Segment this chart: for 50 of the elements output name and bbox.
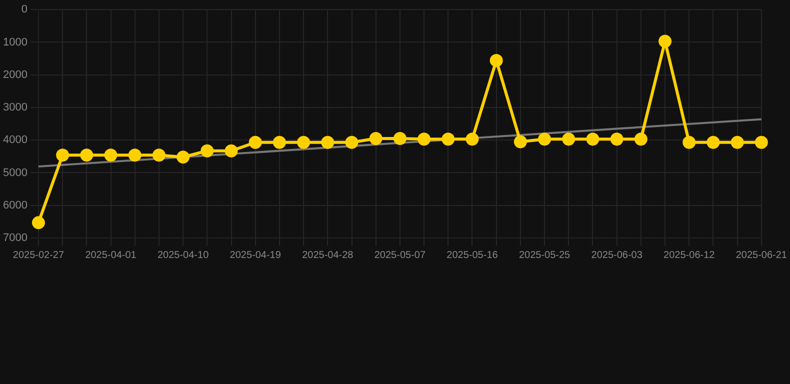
x-tick-label: 2025-04-28 [302, 250, 354, 261]
y-tick-label: 6000 [2, 199, 28, 212]
point [706, 136, 720, 149]
point [658, 34, 672, 48]
point [297, 136, 310, 149]
point [80, 148, 94, 162]
point [272, 136, 286, 149]
point [152, 148, 166, 162]
point [345, 136, 358, 149]
point [730, 136, 744, 149]
x-tick-label: 2025-05-16 [446, 250, 498, 261]
point [224, 144, 238, 158]
point [176, 150, 190, 164]
point [442, 132, 455, 146]
point [128, 148, 142, 162]
point [610, 132, 624, 146]
point [754, 136, 768, 149]
point [562, 132, 576, 146]
y-tick-label: 7000 [2, 232, 28, 244]
point [321, 136, 334, 149]
x-tick-label: 2025-06-03 [591, 250, 643, 261]
y-tick-label: 4000 [2, 134, 28, 146]
point [32, 216, 45, 230]
point [586, 132, 600, 146]
x-tick-label: 2025-02-27 [12, 250, 64, 261]
x-tick-label: 2025-05-07 [374, 250, 426, 261]
point [393, 132, 406, 145]
point [682, 136, 696, 149]
point [514, 135, 527, 148]
x-tick-label: 2025-04-10 [157, 250, 210, 261]
x-tick-label: 2025-04-19 [230, 250, 282, 261]
point [538, 132, 552, 146]
point [56, 148, 70, 162]
y-tick-label: 0 [21, 4, 28, 16]
y-tick-label: 3000 [2, 102, 28, 114]
point [369, 132, 382, 145]
point [634, 132, 648, 146]
y-tick-label: 1000 [2, 36, 28, 48]
x-tick-label: 2025-04-01 [85, 250, 137, 261]
point [104, 148, 118, 162]
y-tick-label: 5000 [2, 166, 28, 179]
x-tick-label: 2025-06-21 [736, 250, 788, 261]
x-tick-label: 2025-05-25 [518, 250, 571, 261]
point [200, 144, 214, 158]
y-tick-label: 2000 [2, 68, 28, 81]
x-tick-label: 2025-06-12 [664, 250, 716, 261]
point [248, 136, 262, 149]
point [490, 54, 503, 67]
point [418, 132, 431, 146]
point [466, 132, 479, 146]
